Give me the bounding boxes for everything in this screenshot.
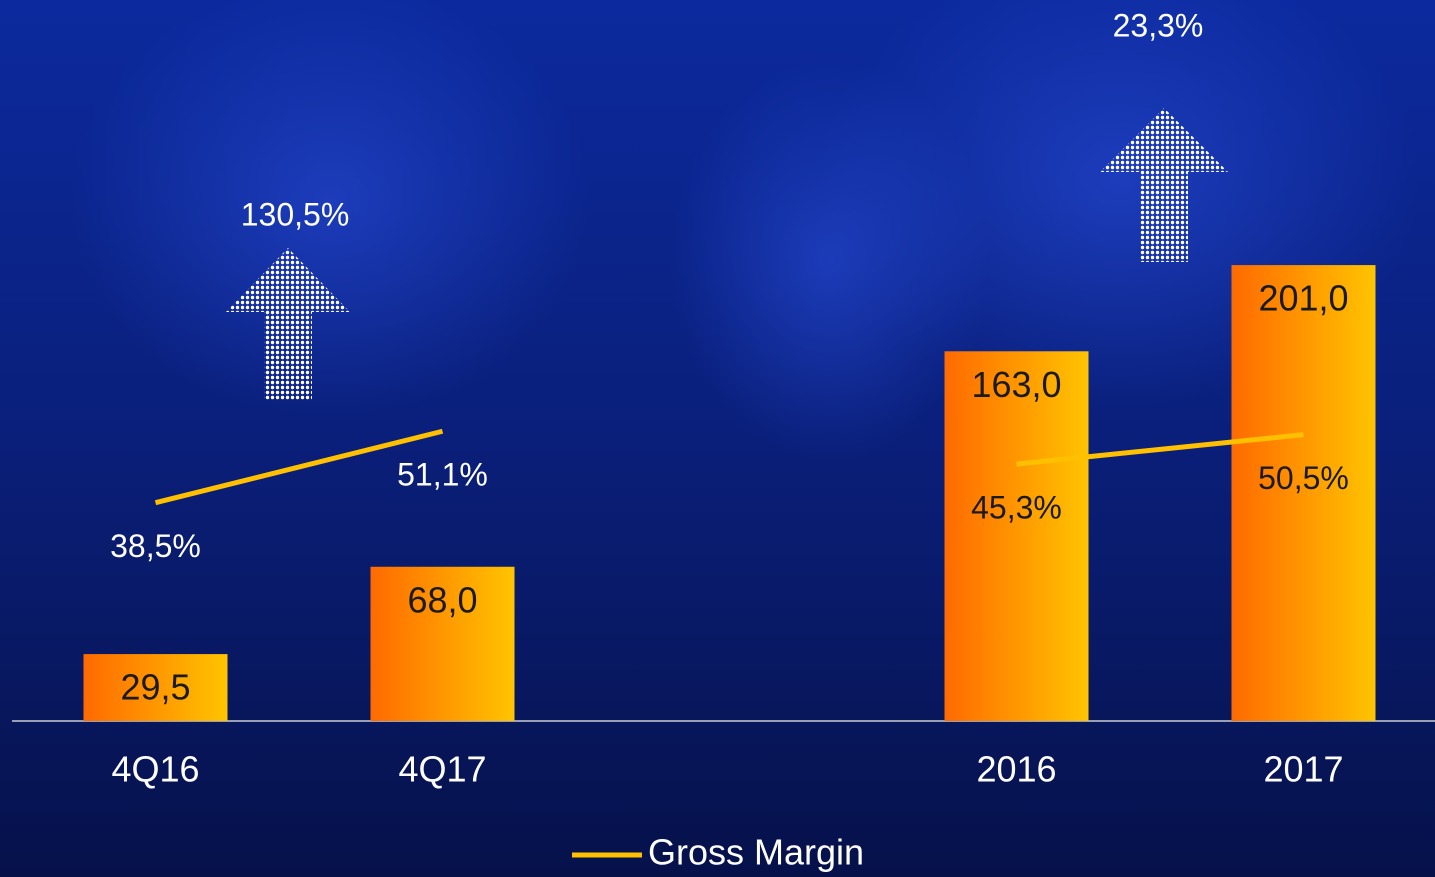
legend-label: Gross Margin [648,832,864,873]
line-value-label: 45,3% [971,490,1062,526]
x-tick-label: 4Q17 [398,749,486,790]
bar-value-label: 163,0 [971,364,1061,405]
chart: 4Q16 4Q17 2016 2017 29,5 68,0 163,0 201,0 38,5% 5… [0,0,1435,877]
bar-value-label: 29,5 [120,667,190,708]
growth-label: 23,3% [1113,7,1204,43]
x-tick-label: 2016 [976,749,1056,790]
x-tick-label: 4Q16 [111,749,199,790]
bar [945,351,1089,721]
line-value-label: 38,5% [110,528,201,564]
growth-label: 130,5% [241,196,350,232]
background-glow [670,60,990,460]
line-value-label: 51,1% [397,457,488,493]
bar-value-label: 68,0 [407,579,477,620]
x-tick-label: 2017 [1263,749,1343,790]
line-value-label: 50,5% [1258,460,1349,496]
bar-value-label: 201,0 [1258,278,1348,319]
